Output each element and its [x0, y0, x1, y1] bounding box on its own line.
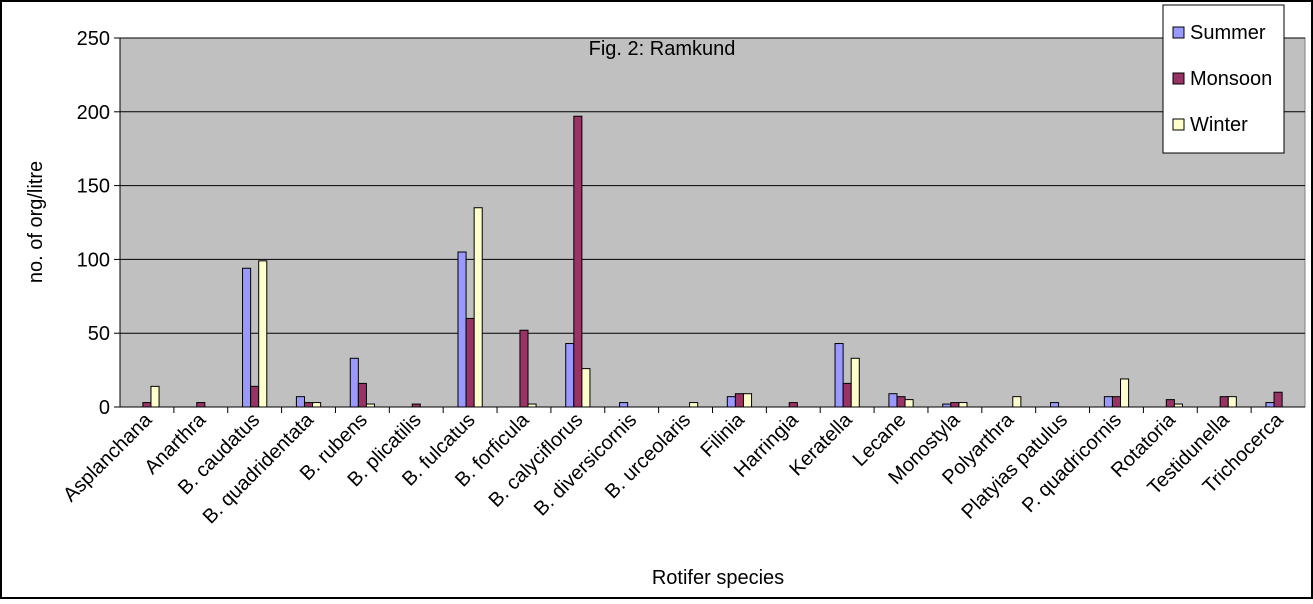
bar-summer	[565, 343, 575, 408]
bar-winter	[473, 207, 483, 408]
bar-monsoon	[465, 317, 475, 408]
x-axis-label: Rotifer species	[652, 567, 784, 589]
legend-label-summer: Summer	[1190, 22, 1266, 44]
bar-monsoon	[896, 396, 906, 408]
bar-summer	[1265, 402, 1275, 408]
bar-winter	[312, 402, 322, 408]
legend: Summer Monsoon Winter	[1162, 4, 1285, 154]
legend-swatch-summer	[1172, 26, 1185, 39]
bar-summer	[242, 267, 252, 408]
bar-winter	[258, 260, 268, 408]
bar-summer	[1049, 402, 1060, 408]
legend-swatch-monsoon	[1172, 72, 1185, 85]
bar-winter	[1227, 396, 1237, 408]
bar-monsoon	[303, 402, 314, 408]
bar-monsoon	[196, 402, 206, 408]
bar-summer	[888, 393, 898, 408]
bar-winter	[150, 385, 160, 408]
legend-label-monsoon: Monsoon	[1190, 68, 1272, 90]
y-tick-label: 50	[88, 323, 110, 345]
bar-monsoon	[250, 385, 260, 408]
bar-monsoon	[842, 382, 852, 408]
bar-monsoon	[573, 115, 583, 408]
bar-winter	[1012, 396, 1022, 408]
bars	[142, 115, 1283, 408]
bar-monsoon	[1111, 396, 1122, 408]
bar-monsoon	[519, 329, 529, 408]
bar-summer	[295, 396, 305, 408]
bar-monsoon	[1165, 399, 1175, 408]
plot-area	[119, 37, 1306, 408]
bar-winter	[958, 402, 968, 408]
y-tick-label: 250	[77, 28, 110, 50]
bar-monsoon	[1219, 396, 1229, 408]
y-axis-label: no. of org/litre	[25, 161, 47, 283]
bar-summer	[619, 402, 629, 408]
chart-title: Fig. 2: Ramkund	[589, 38, 736, 60]
bar-summer	[349, 357, 359, 408]
gridlines	[120, 37, 1305, 334]
bar-monsoon	[950, 402, 960, 408]
bar-winter	[689, 402, 699, 408]
bar-summer	[834, 343, 844, 408]
bar-winter	[1120, 378, 1130, 408]
bar-winter	[904, 399, 914, 408]
bar-monsoon	[734, 393, 744, 408]
legend-swatch-winter	[1172, 118, 1185, 131]
y-tick-label: 200	[77, 102, 110, 124]
bar-monsoon	[1273, 391, 1283, 408]
bar-winter	[742, 393, 753, 408]
bar-monsoon	[357, 382, 367, 408]
y-tick-label: 0	[99, 397, 110, 419]
bar-winter	[581, 368, 591, 408]
bar-summer	[1103, 396, 1113, 408]
legend-label-winter: Winter	[1190, 114, 1248, 136]
bar-monsoon	[142, 402, 152, 408]
bar-winter	[850, 357, 860, 408]
bar-summer	[457, 251, 467, 408]
y-tick-label: 100	[77, 249, 110, 271]
bar-summer	[726, 396, 736, 408]
y-tick-label: 150	[77, 176, 110, 198]
bar-monsoon	[788, 402, 798, 408]
